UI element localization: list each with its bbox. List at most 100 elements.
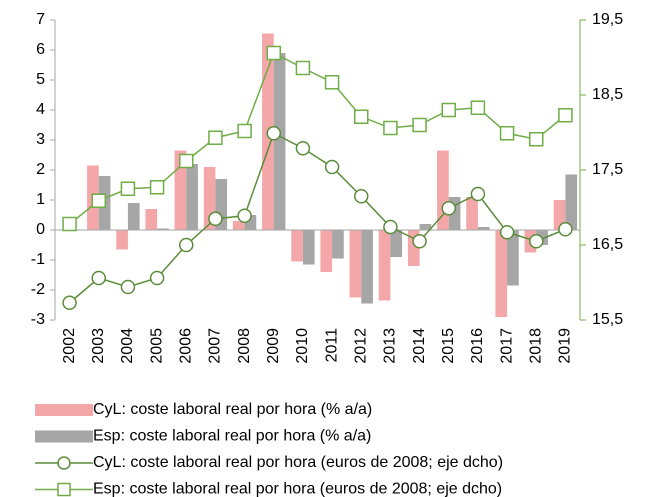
bar xyxy=(186,164,198,230)
legend-marker xyxy=(57,482,71,497)
x-tick-label: 2005 xyxy=(148,328,165,364)
x-tick-label: 2012 xyxy=(352,328,369,364)
marker xyxy=(62,216,77,232)
bar xyxy=(116,230,128,250)
marker xyxy=(149,180,165,195)
y-tick-label: 1 xyxy=(36,191,45,208)
marker xyxy=(237,123,252,139)
bar xyxy=(157,228,169,230)
x-tick-label: 2003 xyxy=(90,328,107,364)
legend-label: Esp: coste laboral real por hora (euros … xyxy=(93,481,502,497)
marker xyxy=(354,189,369,204)
bar xyxy=(127,203,140,230)
x-tick-label: 2010 xyxy=(294,328,311,364)
legend-marker xyxy=(57,456,71,470)
marker xyxy=(237,208,252,223)
bar xyxy=(565,174,578,230)
x-tick-label: 2018 xyxy=(527,328,544,364)
y-tick-label: -3 xyxy=(31,311,45,328)
y-tick-label: -1 xyxy=(31,251,45,268)
x-tick-label: 2017 xyxy=(498,328,515,364)
marker xyxy=(120,181,136,196)
marker xyxy=(383,120,398,136)
marker xyxy=(441,201,456,216)
bar xyxy=(407,230,420,266)
marker xyxy=(179,237,194,253)
x-tick-label: 2014 xyxy=(411,328,428,364)
marker xyxy=(558,222,573,237)
marker xyxy=(441,102,456,118)
bar xyxy=(390,230,403,257)
y-tick-label: -2 xyxy=(31,281,45,298)
bar xyxy=(349,230,362,298)
bar xyxy=(320,230,333,272)
legend-label: CyL: coste laboral real por hora (euros … xyxy=(93,454,503,471)
bar xyxy=(419,224,432,230)
marker xyxy=(62,295,77,310)
x-tick-label: 2008 xyxy=(236,328,253,364)
y2-tick-label: 17,5 xyxy=(592,161,623,178)
y-tick-label: 4 xyxy=(36,101,45,118)
bar xyxy=(145,209,158,230)
marker xyxy=(149,270,165,286)
marker xyxy=(120,279,136,295)
x-tick-label: 2009 xyxy=(265,328,282,364)
y-tick-label: 0 xyxy=(36,221,45,238)
marker xyxy=(208,130,223,145)
marker xyxy=(383,219,398,235)
marker xyxy=(295,60,311,76)
bar xyxy=(244,215,257,230)
bar xyxy=(215,179,228,230)
bar xyxy=(466,197,478,230)
marker xyxy=(529,132,544,147)
x-tick-label: 2013 xyxy=(382,328,399,364)
legend-label: Esp: coste laboral real por hora (% a/a) xyxy=(93,428,371,445)
x-tick-label: 2011 xyxy=(323,328,340,363)
bar xyxy=(448,197,461,230)
x-tick-label: 2006 xyxy=(177,328,194,364)
marker xyxy=(499,225,515,240)
bar xyxy=(378,230,391,301)
x-tick-label: 2002 xyxy=(61,328,78,364)
legend-swatch xyxy=(35,404,93,416)
bar xyxy=(302,230,315,265)
marker xyxy=(412,117,427,133)
line xyxy=(69,132,566,304)
x-tick-label: 2016 xyxy=(469,328,486,364)
bar xyxy=(332,230,344,259)
marker xyxy=(91,270,106,286)
bar xyxy=(553,200,566,230)
bar xyxy=(361,230,373,304)
y-tick-label: 2 xyxy=(36,161,45,178)
legend-swatch xyxy=(35,430,93,443)
marker xyxy=(208,211,223,226)
marker xyxy=(354,109,369,124)
bar xyxy=(291,230,303,262)
bar xyxy=(174,150,187,230)
marker xyxy=(295,141,311,156)
bar xyxy=(437,150,449,230)
bar xyxy=(495,230,508,317)
marker xyxy=(529,234,544,249)
bar xyxy=(232,221,245,230)
y-tick-label: 7 xyxy=(36,11,45,28)
marker xyxy=(470,186,486,202)
bar xyxy=(477,227,490,230)
marker xyxy=(266,126,281,141)
bar xyxy=(203,167,216,230)
y2-tick-label: 19,5 xyxy=(592,11,623,28)
legend-label: CyL: coste laboral real por hora (% a/a) xyxy=(93,401,372,418)
marker xyxy=(266,45,281,61)
marker xyxy=(470,100,486,115)
marker xyxy=(412,234,427,249)
y2-tick-label: 16,5 xyxy=(592,236,623,253)
x-tick-label: 2019 xyxy=(557,328,574,364)
x-tick-label: 2015 xyxy=(440,328,457,364)
bar xyxy=(507,230,519,286)
marker xyxy=(558,108,573,123)
y2-tick-label: 18,5 xyxy=(592,86,623,103)
y2-tick-label: 15,5 xyxy=(592,311,623,328)
y-tick-label: 3 xyxy=(36,131,45,148)
marker xyxy=(91,193,106,208)
